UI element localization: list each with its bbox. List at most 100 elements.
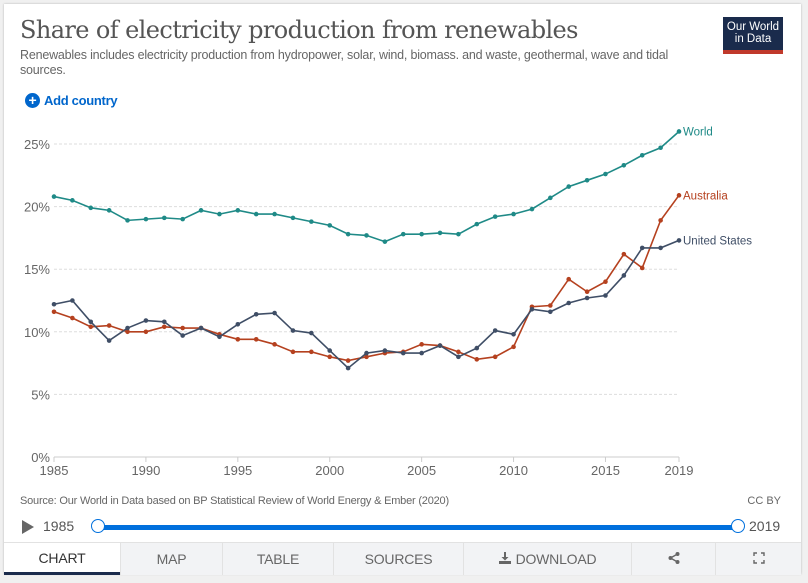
- owid-logo[interactable]: Our World in Data: [723, 17, 783, 54]
- data-point-australia[interactable]: [180, 325, 185, 331]
- data-point-world[interactable]: [548, 195, 553, 201]
- license-link[interactable]: CC BY: [747, 495, 781, 507]
- data-point-australia[interactable]: [309, 349, 314, 355]
- data-point-world[interactable]: [584, 178, 590, 183]
- data-point-world[interactable]: [511, 211, 516, 217]
- data-point-world[interactable]: [51, 194, 57, 199]
- data-point-world[interactable]: [419, 231, 424, 237]
- data-point-world[interactable]: [474, 221, 480, 227]
- data-point-world[interactable]: [290, 215, 296, 221]
- data-point-united-states[interactable]: [106, 338, 112, 343]
- data-point-australia[interactable]: [327, 354, 333, 360]
- data-point-world[interactable]: [143, 216, 149, 222]
- data-point-australia[interactable]: [290, 349, 296, 355]
- data-point-australia[interactable]: [511, 344, 516, 350]
- download-button[interactable]: DOWNLOAD: [463, 543, 631, 575]
- data-point-united-states[interactable]: [529, 306, 535, 312]
- data-point-united-states[interactable]: [456, 354, 461, 360]
- data-point-united-states[interactable]: [70, 298, 75, 303]
- data-point-united-states[interactable]: [180, 333, 185, 338]
- data-point-united-states[interactable]: [272, 310, 277, 316]
- timeline-track[interactable]: [98, 525, 738, 530]
- series-line-united-states[interactable]: [53, 239, 680, 370]
- data-point-united-states[interactable]: [345, 365, 351, 371]
- data-point-united-states[interactable]: [492, 328, 498, 333]
- data-point-united-states[interactable]: [676, 238, 682, 243]
- data-point-australia[interactable]: [658, 218, 663, 223]
- data-point-australia[interactable]: [548, 303, 553, 308]
- data-point-world[interactable]: [437, 230, 443, 236]
- data-point-united-states[interactable]: [253, 311, 259, 317]
- share-button[interactable]: [631, 543, 715, 575]
- data-point-world[interactable]: [382, 239, 388, 244]
- data-point-australia[interactable]: [492, 354, 498, 360]
- series-line-world[interactable]: [53, 130, 680, 243]
- legend-label-united-states[interactable]: United States: [683, 235, 752, 247]
- source-note[interactable]: Source: Our World in Data based on BP St…: [20, 495, 449, 507]
- data-point-world[interactable]: [566, 184, 572, 189]
- data-point-united-states[interactable]: [309, 330, 314, 336]
- data-point-world[interactable]: [272, 211, 277, 217]
- data-point-world[interactable]: [309, 219, 314, 224]
- data-point-united-states[interactable]: [511, 332, 516, 337]
- data-point-world[interactable]: [621, 162, 627, 168]
- data-point-australia[interactable]: [88, 324, 94, 330]
- fullscreen-button[interactable]: [715, 543, 801, 575]
- data-point-australia[interactable]: [474, 357, 480, 362]
- data-point-world[interactable]: [345, 231, 351, 237]
- data-point-australia[interactable]: [603, 279, 608, 285]
- data-point-australia[interactable]: [584, 289, 590, 295]
- data-point-australia[interactable]: [106, 323, 112, 328]
- data-point-australia[interactable]: [419, 342, 424, 347]
- data-point-australia[interactable]: [345, 358, 351, 363]
- data-point-australia[interactable]: [676, 193, 682, 198]
- tab-chart[interactable]: CHART: [4, 543, 120, 575]
- data-point-world[interactable]: [253, 211, 259, 217]
- data-point-australia[interactable]: [456, 349, 461, 355]
- data-point-australia[interactable]: [51, 309, 57, 315]
- data-point-united-states[interactable]: [364, 350, 369, 356]
- data-point-world[interactable]: [106, 208, 112, 213]
- data-point-world[interactable]: [70, 198, 75, 203]
- tab-map[interactable]: MAP: [120, 543, 222, 575]
- legend-label-australia[interactable]: Australia: [683, 190, 728, 202]
- data-point-world[interactable]: [327, 223, 333, 228]
- data-point-united-states[interactable]: [217, 334, 222, 340]
- data-point-united-states[interactable]: [584, 295, 590, 301]
- legend-label-world[interactable]: World: [683, 126, 713, 138]
- data-point-united-states[interactable]: [603, 293, 608, 298]
- timeline-start-handle[interactable]: [91, 519, 105, 533]
- data-point-united-states[interactable]: [198, 325, 204, 331]
- data-point-united-states[interactable]: [382, 348, 388, 353]
- add-country-button[interactable]: + Add country: [25, 93, 118, 108]
- tab-sources[interactable]: SOURCES: [333, 543, 463, 575]
- data-point-world[interactable]: [161, 215, 167, 221]
- data-point-united-states[interactable]: [419, 350, 424, 356]
- data-point-australia[interactable]: [70, 315, 75, 321]
- data-point-australia[interactable]: [621, 251, 627, 257]
- data-point-united-states[interactable]: [639, 245, 645, 251]
- tab-table[interactable]: TABLE: [222, 543, 333, 575]
- data-point-united-states[interactable]: [566, 300, 572, 306]
- data-point-world[interactable]: [180, 216, 185, 222]
- data-point-world[interactable]: [364, 233, 369, 238]
- data-point-world[interactable]: [400, 231, 406, 237]
- data-point-australia[interactable]: [364, 354, 369, 360]
- data-point-united-states[interactable]: [88, 319, 94, 325]
- data-point-world[interactable]: [639, 152, 645, 158]
- data-point-united-states[interactable]: [327, 348, 333, 353]
- data-point-united-states[interactable]: [437, 343, 443, 348]
- data-point-world[interactable]: [658, 145, 663, 151]
- data-point-australia[interactable]: [639, 265, 645, 271]
- data-point-world[interactable]: [492, 214, 498, 219]
- data-point-world[interactable]: [676, 129, 682, 134]
- data-point-united-states[interactable]: [621, 273, 627, 278]
- data-point-united-states[interactable]: [235, 321, 241, 327]
- data-point-australia[interactable]: [235, 337, 241, 342]
- data-point-australia[interactable]: [161, 324, 167, 330]
- data-point-australia[interactable]: [253, 337, 259, 342]
- data-point-australia[interactable]: [272, 342, 277, 347]
- data-point-united-states[interactable]: [658, 245, 663, 251]
- data-point-world[interactable]: [603, 171, 608, 177]
- data-point-united-states[interactable]: [143, 318, 149, 323]
